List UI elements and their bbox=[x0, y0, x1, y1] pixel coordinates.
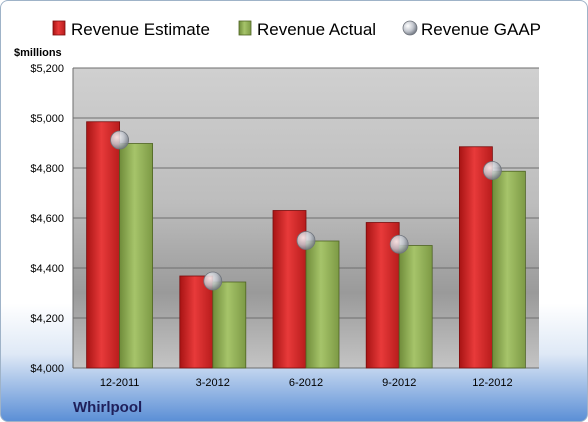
bar-revenue-actual-12-2011 bbox=[119, 143, 153, 369]
y-tick-label: $4,600 bbox=[30, 213, 64, 225]
bar-revenue-estimate-12-2012 bbox=[458, 146, 493, 369]
y-axis-unit-label: $millions bbox=[14, 47, 62, 59]
bar-revenue-estimate-3-2012 bbox=[179, 275, 214, 369]
y-tick-label: $4,800 bbox=[30, 163, 64, 175]
x-tick-label: 9-2012 bbox=[382, 377, 416, 389]
x-tick-label: 12-2011 bbox=[100, 377, 140, 389]
bar-revenue-actual-6-2012 bbox=[305, 240, 340, 369]
y-tick-label: $5,200 bbox=[30, 63, 64, 75]
bar-revenue-actual-9-2012 bbox=[398, 245, 433, 369]
y-tick-label: $5,000 bbox=[30, 113, 64, 125]
bars bbox=[86, 121, 526, 369]
y-tick-label: $4,400 bbox=[30, 263, 64, 275]
bar-revenue-estimate-12-2011 bbox=[86, 121, 120, 369]
bar-revenue-actual-12-2012 bbox=[491, 170, 526, 369]
chart-legend: Revenue Estimate Revenue Actual Revenue GA… bbox=[52, 20, 541, 39]
legend-label: Revenue GAAP bbox=[421, 20, 541, 39]
company-name: Whirlpool bbox=[73, 399, 142, 416]
x-tick-label: 3-2012 bbox=[196, 377, 230, 389]
legend-item-revenue-actual: Revenue Actual bbox=[238, 20, 376, 39]
y-axis-ticks: $4,000 $4,200 $4,400 $4,600 $4,800 $5,000 $5,2… bbox=[30, 63, 64, 375]
legend-swatch bbox=[238, 20, 252, 36]
y-tick-label: $4,200 bbox=[30, 313, 64, 325]
legend-item-revenue-estimate: Revenue Estimate bbox=[52, 20, 210, 39]
legend-item-revenue-gaap: Revenue GAAP bbox=[402, 20, 541, 39]
legend-label: Revenue Estimate bbox=[71, 20, 210, 39]
legend-swatch bbox=[52, 20, 66, 36]
legend-label: Revenue Actual bbox=[257, 20, 376, 39]
gaap-markers bbox=[110, 130, 502, 291]
marker-revenue-gaap-6-2012 bbox=[296, 231, 316, 250]
marker-revenue-gaap-3-2012 bbox=[203, 271, 223, 291]
bar-revenue-actual-3-2012 bbox=[212, 281, 247, 369]
x-axis-ticks: 12-2011 3-2012 6-2012 9-2012 12-2012 bbox=[100, 377, 513, 389]
marker-revenue-gaap-12-2011 bbox=[110, 130, 129, 150]
y-tick-label: $4,000 bbox=[30, 363, 64, 375]
legend-swatch bbox=[402, 20, 418, 36]
x-tick-label: 6-2012 bbox=[289, 377, 323, 389]
x-tick-label: 12-2012 bbox=[472, 377, 512, 389]
marker-revenue-gaap-9-2012 bbox=[389, 234, 409, 254]
marker-revenue-gaap-12-2012 bbox=[482, 161, 502, 180]
